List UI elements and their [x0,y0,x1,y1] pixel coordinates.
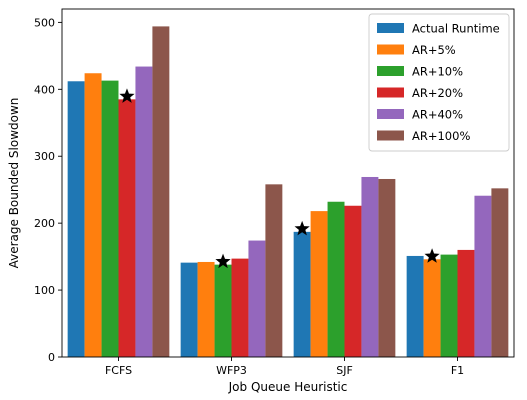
bar-fcfs-3 [118,99,136,357]
bar-wfp3-0 [180,262,198,357]
bar-fcfs-1 [84,73,102,357]
legend-swatch-1 [377,44,404,55]
legend-swatch-0 [377,23,404,33]
best-star-fcfs [119,88,135,103]
bar-fcfs-5 [152,26,170,358]
bar-sjf-5 [378,178,396,357]
markers-layer [119,88,440,269]
x-tick-label-f1: F1 [451,364,464,377]
bar-wfp3-5 [265,184,283,357]
bar-f1-3 [457,249,475,357]
bars-layer [67,26,509,358]
bar-f1-5 [491,188,509,357]
x-tick-label-fcfs: FCFS [105,364,132,377]
legend-label-1: AR+5% [412,43,456,57]
legend: Actual Runtime AR+5% AR+10% AR+20% AR+40% AR+… [368,13,510,152]
bar-sjf-2 [327,201,345,357]
bar-fcfs-4 [135,66,153,358]
legend-label-4: AR+40% [412,108,463,122]
axes-layer: 0 100 200 300 400 500 FCFS WFP3 SJF F1 [34,8,515,377]
y-axis-label: Average Bounded Slowdown [7,98,21,269]
legend-label-0: Actual Runtime [412,22,500,36]
bar-sjf-1 [310,211,328,357]
legend-swatch-4 [377,109,404,119]
bar-f1-4 [474,195,492,357]
bar-sjf-3 [344,205,362,357]
y-tick-label: 200 [34,217,55,230]
legend-swatch-3 [377,87,404,98]
x-axis-label: Job Queue Heuristic [228,380,348,394]
legend-label-5: AR+100% [412,129,470,143]
bar-wfp3-1 [197,261,215,357]
plot-frame [61,8,515,358]
bar-f1-0 [406,255,424,357]
best-star-sjf [294,220,310,236]
bar-sjf-4 [361,176,379,357]
bar-wfp3-2 [214,264,232,357]
legend-swatch-2 [377,66,404,76]
bar-fcfs-0 [67,81,85,357]
bar-f1-1 [423,259,441,357]
x-tick-label-sjf: SJF [336,364,353,377]
best-star-wfp3 [215,253,231,269]
best-star-f1 [424,248,440,263]
bar-sjf-0 [293,231,311,357]
bar-f1-2 [440,254,458,357]
bar-fcfs-2 [101,80,119,358]
legend-label-2: AR+10% [412,65,463,79]
y-tick-label: 400 [34,83,55,96]
legend-label-3: AR+20% [412,86,463,100]
y-tick-label: 0 [48,351,55,364]
y-tick-label: 100 [34,284,55,297]
legend-swatch-5 [377,130,404,141]
y-tick-label: 300 [34,150,55,163]
y-tick-label: 500 [34,16,55,29]
bar-wfp3-3 [231,258,249,357]
bar-wfp3-4 [248,240,266,357]
x-tick-label-wfp3: WFP3 [216,364,247,377]
